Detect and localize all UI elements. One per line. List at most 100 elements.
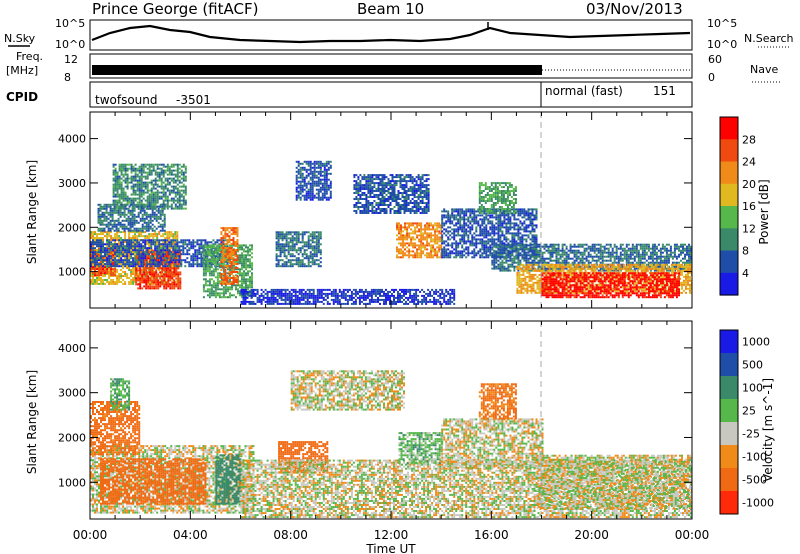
power-cell [110, 255, 113, 258]
power-cell [280, 292, 283, 295]
power-cell [220, 233, 223, 236]
power-cell [307, 239, 310, 242]
power-cell [224, 266, 227, 269]
power-cell [162, 175, 165, 178]
power-cell [131, 215, 134, 218]
power-cell [126, 177, 129, 180]
power-cell [147, 267, 150, 270]
power-cell [124, 251, 127, 254]
power-cell [96, 245, 98, 248]
power-cell [110, 279, 113, 281]
power-cell [112, 195, 115, 198]
power-cell [114, 179, 117, 182]
power-cell [136, 231, 139, 234]
power-cell [128, 243, 131, 246]
power-cell [113, 209, 116, 212]
power-cell [140, 179, 143, 182]
power-cell [92, 279, 94, 281]
power-cell [145, 227, 148, 230]
power-cell [166, 231, 169, 234]
power-cell [401, 300, 403, 303]
power-cell [98, 263, 100, 266]
power-cell [252, 292, 255, 295]
power-cell [134, 249, 137, 252]
power-cell [120, 231, 123, 234]
power-cell [208, 263, 211, 266]
power-cell [134, 199, 137, 202]
power-cell [338, 300, 341, 303]
power-cell [363, 192, 366, 194]
power-cell [334, 290, 337, 293]
power-cell [204, 250, 207, 253]
power-cell [311, 255, 314, 258]
power-cell [155, 213, 158, 216]
power-cell [315, 251, 318, 254]
power-cell [387, 296, 389, 299]
power-cell [327, 198, 330, 201]
power-cell [353, 204, 356, 206]
power-cell [395, 296, 397, 299]
power-cell [108, 282, 111, 285]
power-cell [228, 265, 231, 267]
power-cell [146, 205, 149, 208]
power-cell [165, 285, 168, 288]
power-cell [242, 302, 245, 305]
power-cell [295, 176, 298, 179]
power-cell [367, 202, 370, 204]
power-cell [168, 239, 171, 241]
power-cell [353, 188, 356, 190]
power-cell [358, 294, 361, 297]
power-cell [317, 251, 320, 254]
power-cell [435, 302, 438, 305]
power-cell [112, 265, 115, 268]
power-cell [158, 269, 161, 271]
power-cell [229, 262, 231, 265]
power-cell [227, 288, 229, 291]
power-cell [169, 271, 172, 274]
power-cell [295, 259, 298, 262]
power-cell [311, 182, 314, 185]
power-cell [305, 170, 308, 173]
power-cell [116, 239, 119, 241]
power-cell [144, 243, 147, 246]
power-cell [317, 178, 320, 181]
power-cell [163, 269, 166, 272]
power-cell [128, 267, 131, 269]
power-cell [222, 281, 225, 283]
power-cell [132, 231, 135, 234]
power-cell [108, 259, 111, 262]
power-cell [97, 221, 100, 224]
power-cell [208, 246, 211, 249]
power-cell [353, 184, 356, 187]
power-cell [164, 203, 167, 206]
power-cell [153, 217, 156, 220]
power-cell [304, 296, 307, 299]
power-cell [156, 205, 159, 208]
power-cell [114, 177, 117, 180]
power-cell [159, 277, 162, 280]
power-cell [163, 287, 166, 290]
power-cell [308, 290, 311, 293]
power-cell [102, 247, 104, 250]
power-cell [363, 176, 366, 179]
power-cell [159, 267, 162, 270]
power-cell [179, 277, 182, 280]
power-cell [176, 231, 179, 234]
power-cell [231, 294, 233, 297]
power-cell [327, 172, 330, 175]
power-cell [227, 286, 229, 289]
power-cell [200, 245, 203, 248]
power-cell [202, 296, 205, 299]
power-cell [294, 298, 297, 301]
power-cell [224, 248, 227, 251]
power-cell [136, 201, 139, 204]
power-cell [327, 166, 330, 169]
power-cell [224, 265, 227, 267]
power-cell [140, 257, 143, 260]
power-cell [110, 231, 113, 234]
power-cell [437, 298, 440, 301]
power-cell [296, 290, 299, 293]
power-cell [212, 260, 215, 263]
power-cell [232, 233, 235, 236]
power-cell [172, 235, 175, 238]
